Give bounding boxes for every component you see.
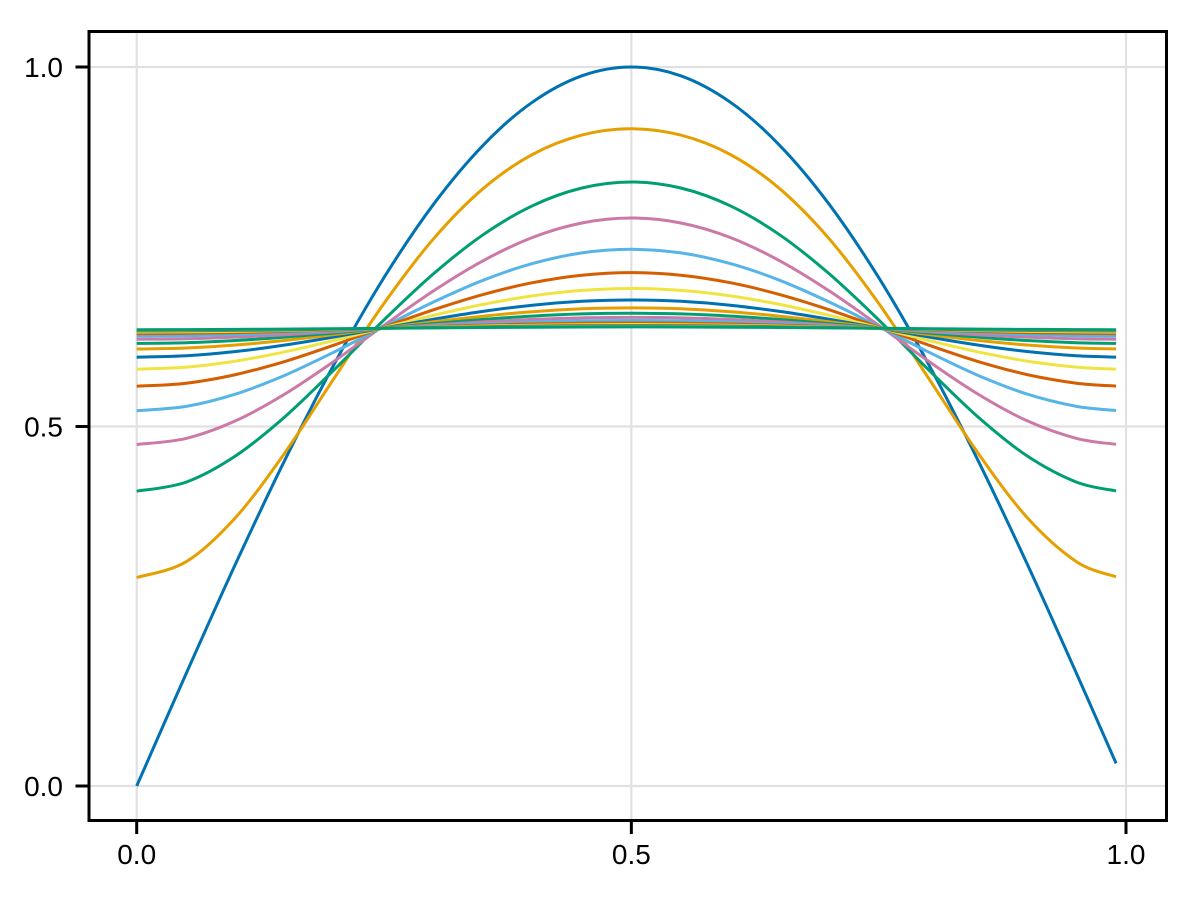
series-line-curve-01 [135, 65, 1118, 787]
series-line-curve-09 [136, 306, 1117, 351]
y-tick-label: 1.0 [24, 52, 63, 83]
series-line-curve-11 [136, 315, 1117, 341]
series-line-curve-04 [136, 216, 1117, 446]
series-line-curve-17 [136, 325, 1117, 332]
x-tick-label: 0.5 [612, 839, 651, 870]
axis-ticks [75, 65, 1128, 834]
series-lines [135, 65, 1118, 787]
grid-lines [90, 33, 1165, 819]
series-line-curve-05 [136, 247, 1117, 413]
series-line-curve-02 [136, 127, 1117, 579]
axis-spines [87, 30, 1168, 822]
y-tick-label: 0.5 [24, 412, 63, 443]
y-tick-label: 0.0 [24, 771, 63, 802]
series-line-curve-06 [136, 271, 1117, 388]
series-line-curve-07 [136, 287, 1117, 371]
x-tick-label: 0.0 [117, 839, 156, 870]
tick-labels: 0.0 0.5 1.0 0.0 0.5 1.0 [24, 52, 1145, 870]
axis-frame [87, 30, 1168, 822]
series-line-curve-08 [136, 298, 1117, 359]
x-tick-label: 1.0 [1107, 839, 1146, 870]
series-line-curve-03 [136, 180, 1117, 493]
series-line-curve-10 [136, 311, 1117, 345]
